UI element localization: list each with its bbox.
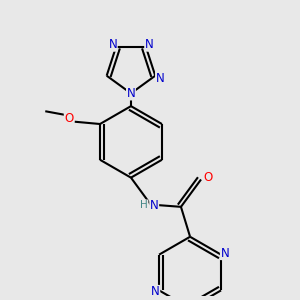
Text: O: O	[64, 112, 74, 125]
Text: N: N	[220, 247, 229, 260]
Text: N: N	[108, 38, 117, 51]
Text: N: N	[150, 199, 159, 212]
Text: N: N	[156, 72, 164, 85]
Text: N: N	[127, 87, 135, 100]
Text: N: N	[151, 286, 160, 298]
Text: N: N	[145, 38, 154, 51]
Text: H: H	[140, 200, 148, 210]
Text: O: O	[203, 171, 213, 184]
